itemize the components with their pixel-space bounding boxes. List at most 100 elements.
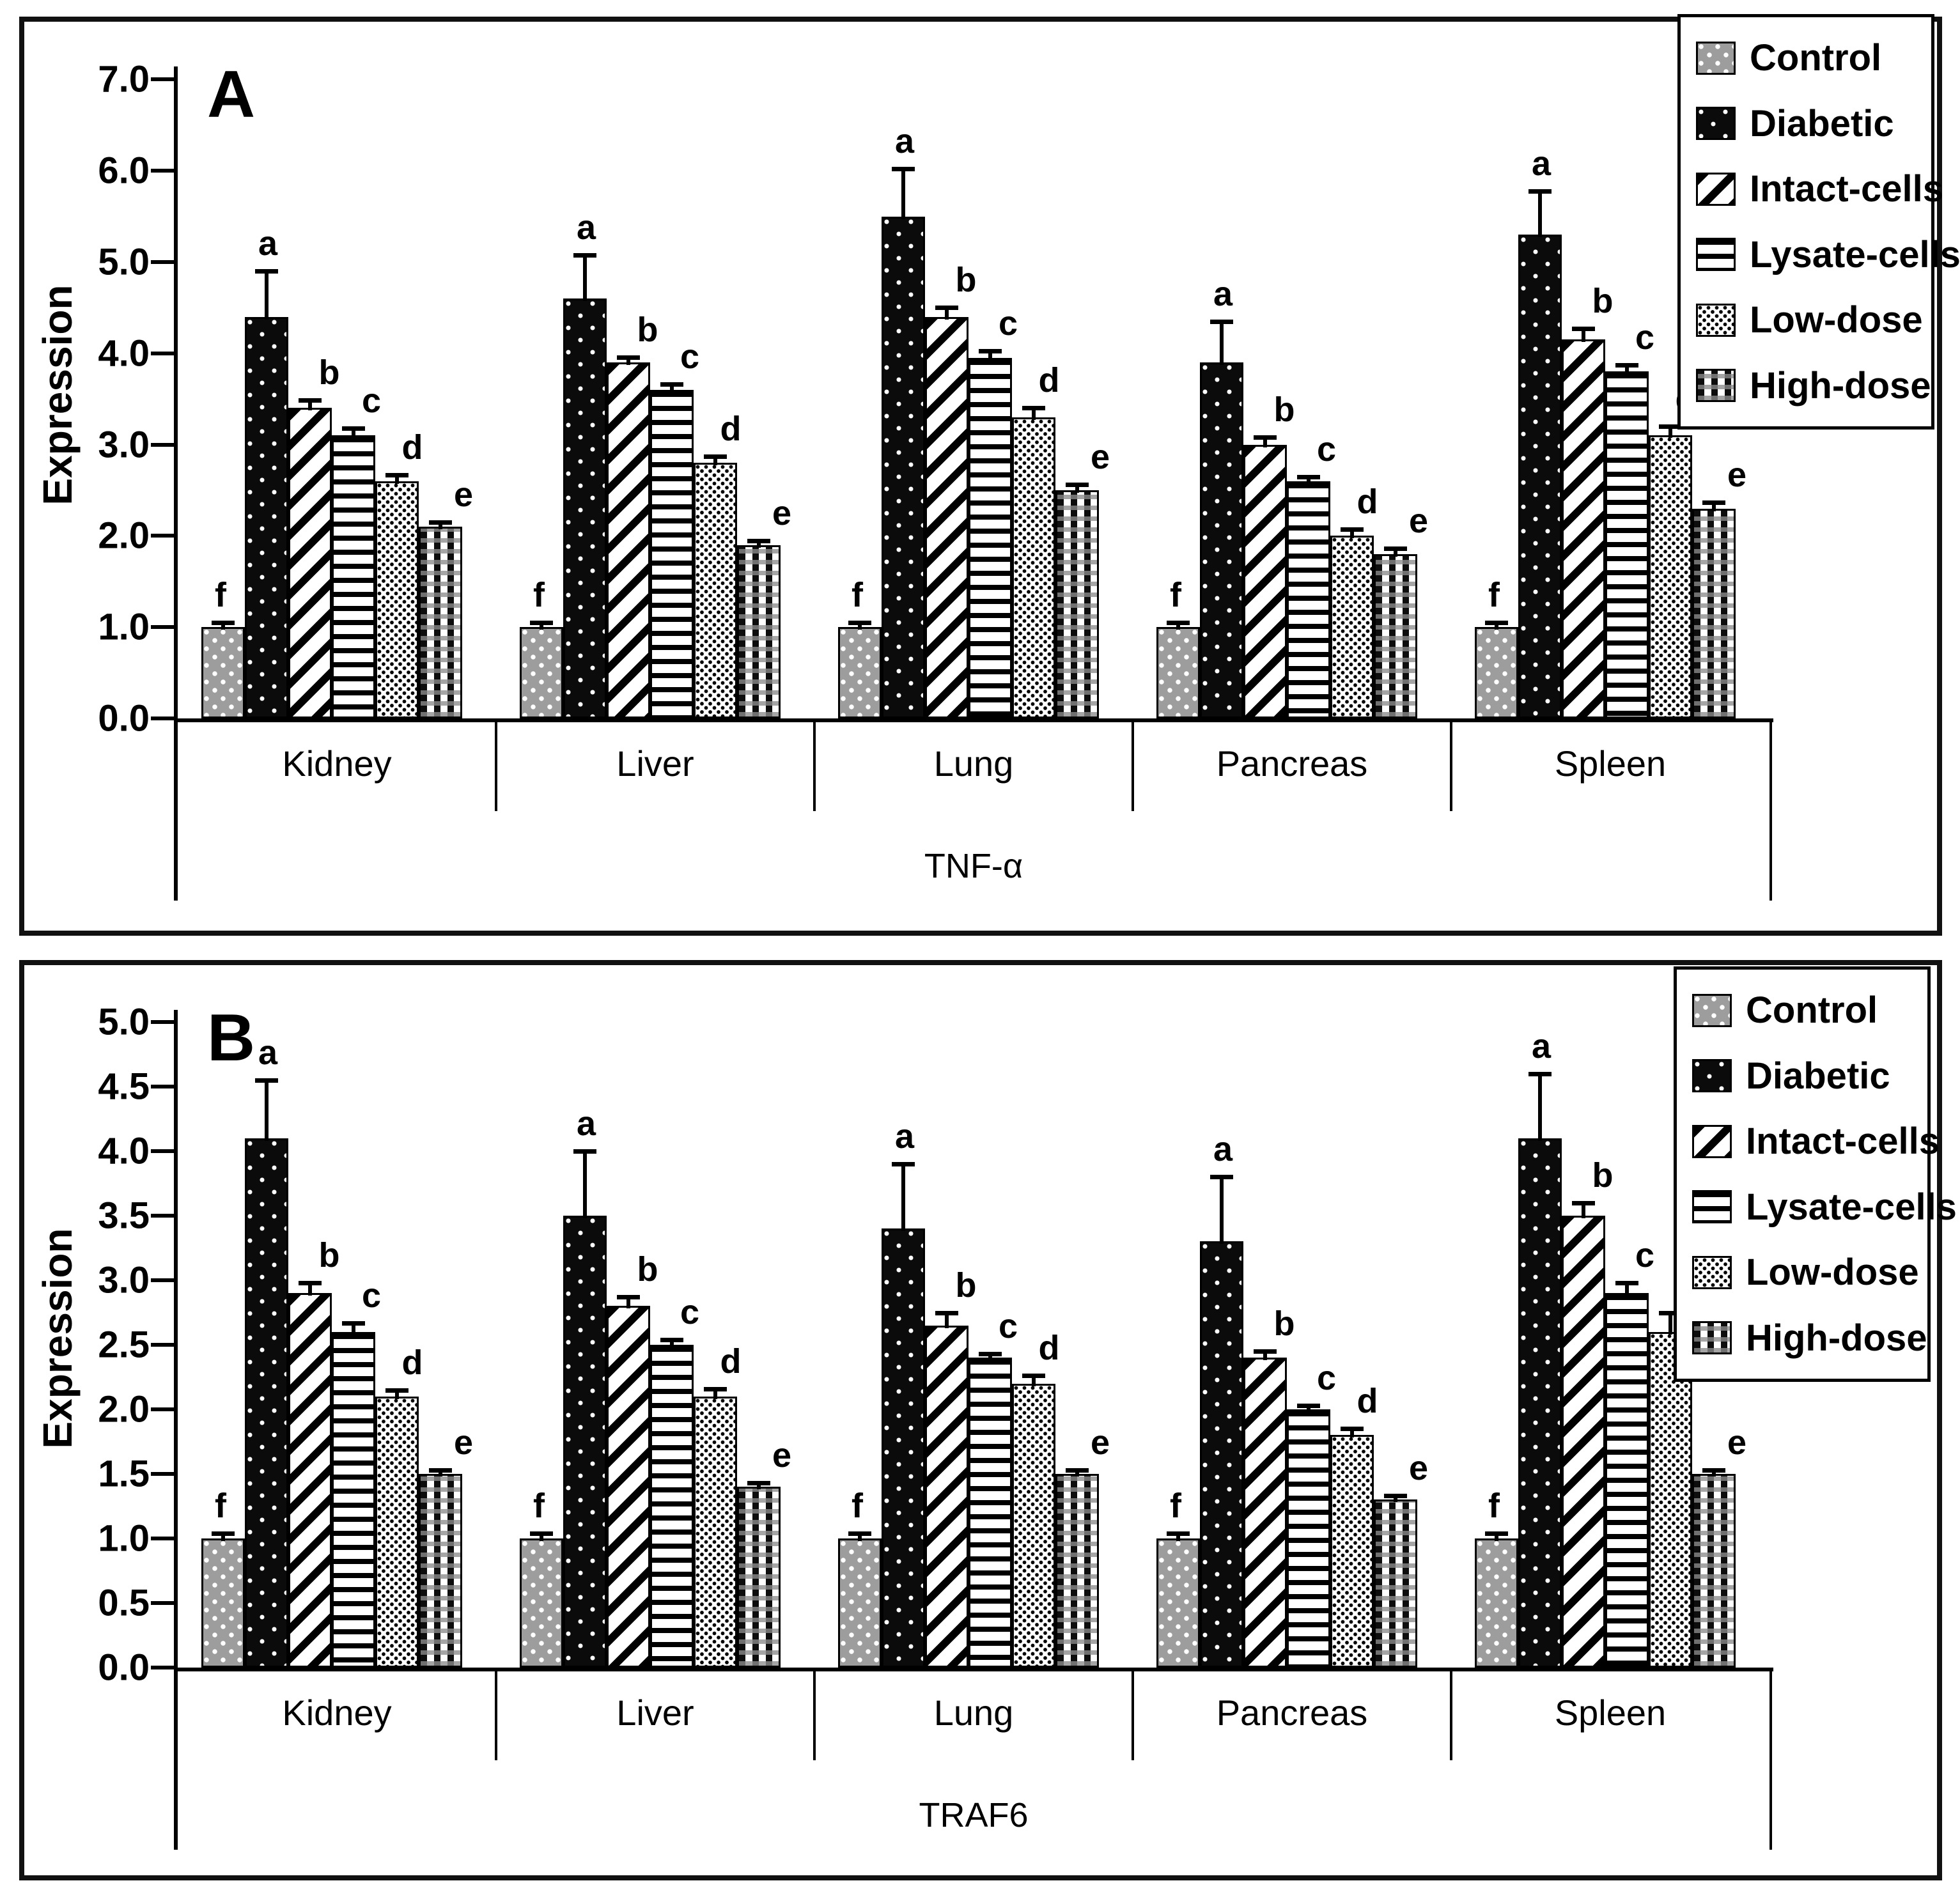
error-bar-stem — [395, 474, 399, 484]
error-bar-cap — [935, 306, 958, 311]
sig-letter: b — [318, 1236, 340, 1275]
sig-letter: d — [1357, 483, 1378, 522]
sig-letter: e — [772, 493, 792, 532]
category-separator — [495, 1668, 497, 1760]
error-bar-cap — [892, 167, 915, 172]
error-bar-cap — [617, 1295, 640, 1300]
sig-letter: c — [680, 1292, 700, 1331]
error-bar-cap — [1341, 1427, 1364, 1432]
y-tick-label: 1.0 — [98, 1517, 150, 1560]
bar — [650, 1345, 694, 1668]
category-separator — [1132, 1668, 1134, 1760]
sig-letter: f — [852, 576, 863, 615]
sig-letter: b — [637, 310, 658, 349]
error-bar-stem — [1075, 484, 1079, 493]
error-bar-cap — [892, 1162, 915, 1167]
bar — [288, 1293, 332, 1668]
error-bar-stem — [626, 357, 630, 366]
bar — [1605, 371, 1649, 718]
error-bar-stem — [1176, 1533, 1180, 1541]
error-bar-cap — [342, 426, 365, 431]
x-axis-line — [174, 1668, 1773, 1671]
category-separator — [813, 1668, 816, 1760]
error-bar-cap — [1297, 474, 1320, 479]
bar — [375, 481, 419, 718]
legend-item: Control — [1692, 989, 1921, 1032]
error-bar-cap — [1384, 1494, 1407, 1499]
error-bar-cap — [848, 1531, 871, 1536]
category-separator — [1132, 718, 1134, 811]
error-bar-cap — [1659, 1310, 1682, 1315]
error-bar-stem — [1220, 1177, 1224, 1244]
error-bar-stem — [1495, 1533, 1498, 1541]
bar — [1012, 1383, 1055, 1668]
error-bar-stem — [583, 254, 587, 302]
bar — [1692, 508, 1736, 718]
error-bar-cap — [1702, 500, 1725, 505]
error-bar-cap — [1254, 1349, 1277, 1354]
sig-letter: a — [258, 224, 278, 263]
error-bar-stem — [221, 623, 225, 630]
sig-letter: b — [955, 261, 977, 300]
error-bar-stem — [1712, 502, 1716, 511]
sig-letter: c — [1635, 1236, 1655, 1275]
bar — [563, 1216, 607, 1668]
bar — [520, 1538, 563, 1668]
bar — [1605, 1293, 1649, 1668]
bar — [1055, 490, 1099, 718]
error-bar-stem — [1668, 1312, 1672, 1335]
error-bar-stem — [901, 169, 905, 219]
legend-label: Lysate-cells — [1750, 233, 1960, 275]
error-bar-cap — [573, 1149, 596, 1154]
y-tick-mark — [151, 77, 174, 82]
error-bar-cap — [1572, 1200, 1595, 1205]
error-bar-cap — [429, 520, 452, 525]
bar — [1562, 1216, 1605, 1668]
legend-item: Diabetic — [1696, 102, 1925, 145]
y-tick-mark — [151, 1020, 174, 1024]
sig-letter: b — [1592, 1156, 1614, 1195]
sig-letter: b — [637, 1250, 658, 1289]
sig-letter: c — [361, 381, 382, 420]
bar — [1156, 1538, 1200, 1668]
y-tick-mark — [151, 1666, 174, 1669]
error-bar-stem — [583, 1151, 587, 1218]
y-tick-label: 7.0 — [98, 58, 150, 100]
error-bar-cap — [299, 398, 322, 403]
error-bar-stem — [308, 1283, 312, 1296]
bar — [1055, 1474, 1099, 1668]
sig-letter: f — [852, 1486, 863, 1525]
legend-swatch-intact-icon — [1692, 1124, 1732, 1158]
legend-swatch-highdose-icon — [1692, 1321, 1732, 1355]
bar — [694, 1396, 737, 1668]
category-label: Spleen — [1554, 743, 1667, 784]
sig-letter: f — [1488, 576, 1500, 615]
bar — [925, 1325, 968, 1668]
error-bar-cap — [385, 472, 408, 477]
legend-swatch-lysate-icon — [1692, 1190, 1732, 1224]
error-bar-cap — [935, 1310, 958, 1315]
sig-letter: c — [998, 1307, 1018, 1346]
error-bar-cap — [1022, 1374, 1045, 1379]
sig-letter: c — [1316, 430, 1337, 469]
error-bar-stem — [945, 307, 949, 320]
x-axis-title: TNF-α — [924, 847, 1023, 885]
sig-letter: b — [318, 353, 340, 392]
error-bar-cap — [1485, 1531, 1508, 1536]
error-bar-stem — [352, 1322, 355, 1335]
error-bar-stem — [1307, 476, 1311, 484]
error-bar-cap — [617, 355, 640, 360]
sig-letter: f — [533, 576, 545, 615]
sig-letter: a — [258, 1033, 278, 1072]
sig-letter: d — [1357, 1382, 1378, 1421]
error-bar-stem — [757, 1483, 761, 1490]
sig-letter: f — [1488, 1486, 1500, 1525]
bar — [882, 216, 925, 718]
bar — [245, 316, 288, 718]
bar — [1518, 235, 1562, 718]
legend-swatch-diabetic-icon — [1692, 1059, 1732, 1093]
error-bar-stem — [1263, 437, 1267, 447]
error-bar-cap — [255, 269, 278, 274]
sig-letter: b — [955, 1266, 977, 1305]
